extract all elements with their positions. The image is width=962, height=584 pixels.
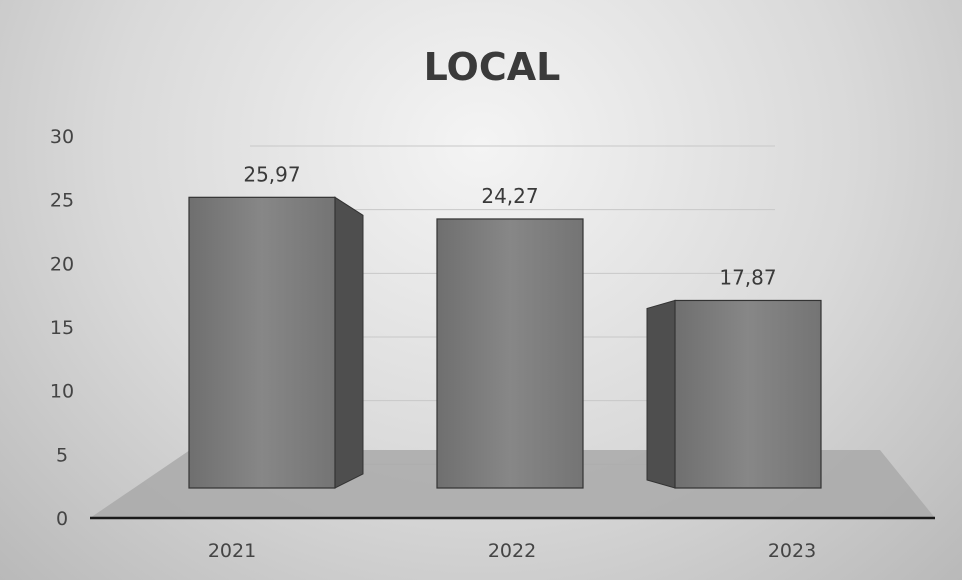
bar-2023: 17,87 bbox=[646, 265, 822, 489]
y-tick-label: 0 bbox=[56, 508, 68, 530]
bar-front-face bbox=[674, 299, 822, 489]
x-tick-label: 2023 bbox=[768, 540, 816, 562]
y-tick-label: 20 bbox=[50, 253, 74, 275]
chart-title: LOCAL bbox=[424, 45, 561, 89]
x-tick-label: 2022 bbox=[488, 540, 536, 562]
y-tick-label: 25 bbox=[50, 190, 74, 212]
bar-side-face bbox=[334, 196, 364, 489]
y-tick-label: 30 bbox=[50, 126, 74, 148]
y-tick-label: 15 bbox=[50, 317, 74, 339]
bar-2022: 24,27 bbox=[436, 184, 584, 489]
y-tick-label: 5 bbox=[56, 444, 68, 466]
data-label: 25,97 bbox=[243, 162, 300, 186]
bar-2021: 25,97 bbox=[188, 162, 364, 489]
y-tick-label: 10 bbox=[50, 381, 74, 403]
data-label: 17,87 bbox=[719, 265, 776, 289]
x-tick-label: 2021 bbox=[208, 540, 256, 562]
bar-front-face bbox=[436, 218, 584, 489]
bar-side-face bbox=[646, 299, 676, 489]
data-label: 24,27 bbox=[481, 184, 538, 208]
bar-front-face bbox=[188, 196, 336, 489]
